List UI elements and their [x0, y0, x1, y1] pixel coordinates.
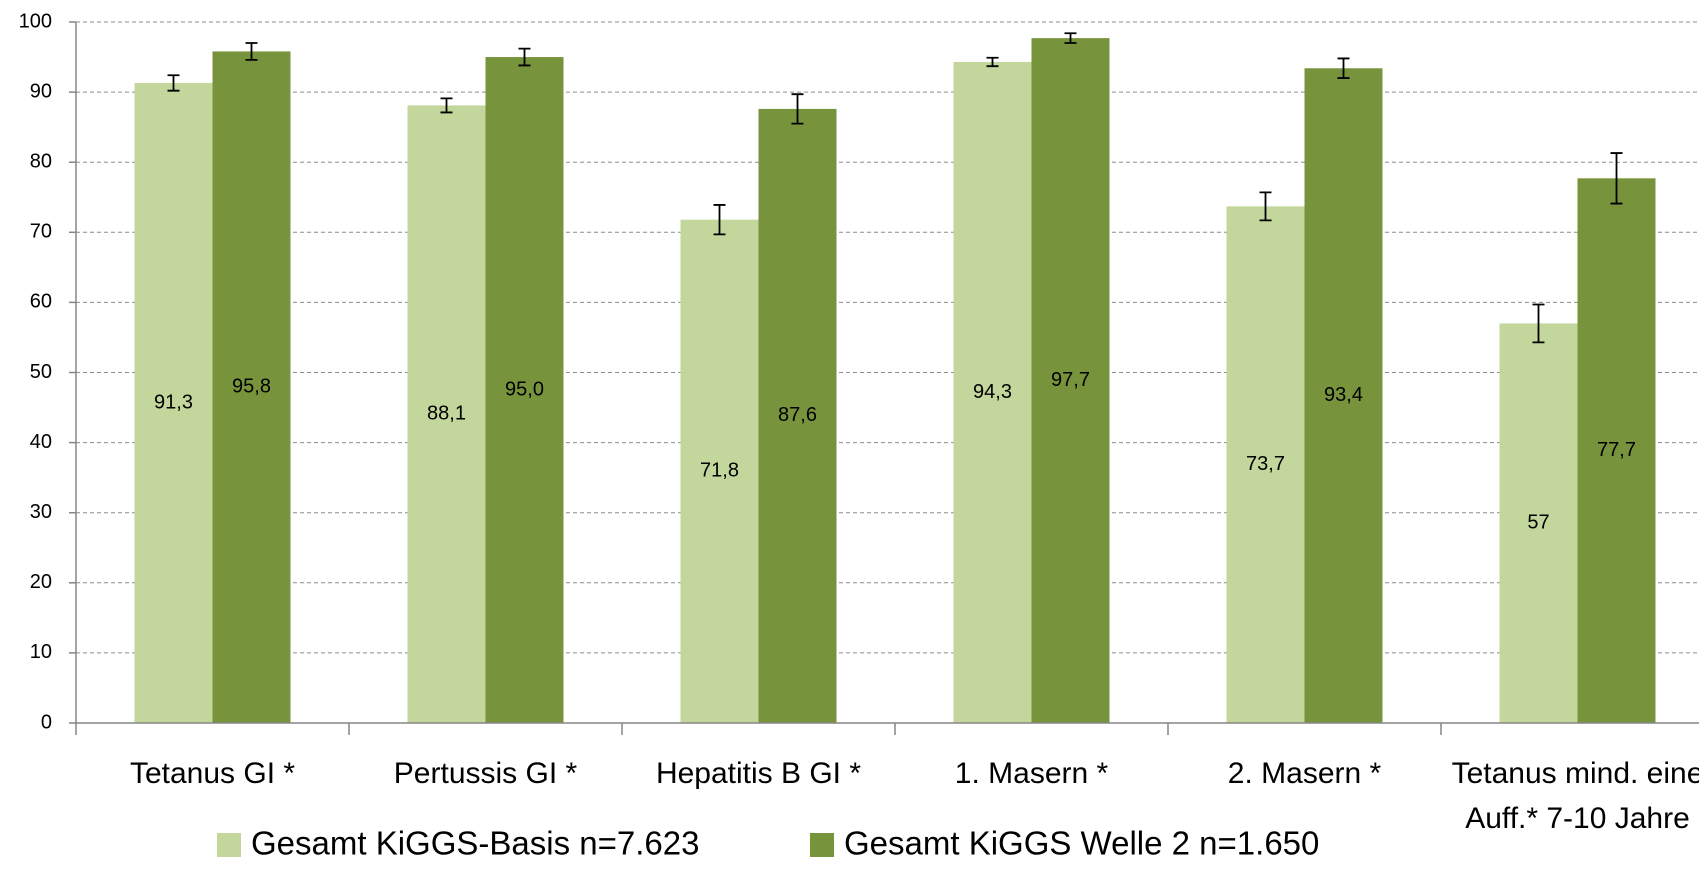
value-label: 95,8: [232, 376, 271, 398]
error-bar: [713, 204, 726, 236]
error-bar: [440, 97, 453, 114]
x-tick-label: Hepatitis B GI *: [655, 757, 862, 790]
bar: [758, 108, 837, 723]
error-bar: [167, 74, 180, 92]
legend-swatch: [810, 833, 834, 857]
bar: [1226, 206, 1305, 723]
bar: [134, 82, 213, 723]
error-bar: [1532, 303, 1545, 344]
bar: [680, 219, 759, 723]
error-bar: [245, 42, 258, 61]
y-tick-label: 40: [30, 431, 52, 453]
error-bar: [791, 93, 804, 125]
value-label: 95,0: [505, 378, 544, 400]
y-tick-label: 90: [30, 80, 52, 102]
y-tick-label: 70: [30, 221, 52, 243]
error-bar: [986, 56, 999, 68]
y-tick-label: 20: [30, 571, 52, 593]
value-label: 73,7: [1246, 453, 1285, 475]
error-bar: [1337, 57, 1350, 79]
error-bar: [1610, 152, 1623, 205]
value-label: 77,7: [1597, 439, 1636, 461]
y-tick-label: 10: [30, 641, 52, 663]
value-label: 93,4: [1324, 384, 1363, 406]
bar: [1577, 178, 1656, 723]
y-tick-label: 30: [30, 501, 52, 523]
x-tick-label: Tetanus mind. eine Auff.* 7-10 Jahre: [1451, 757, 1699, 835]
bar: [1499, 323, 1578, 723]
legend-label: Gesamt KiGGS Welle 2 n=1.650: [844, 825, 1319, 862]
y-tick-label: 0: [41, 711, 52, 733]
x-tick-label: 1. Masern *: [954, 757, 1109, 790]
legend-swatch: [217, 833, 241, 857]
x-tick-label: 2. Masern *: [1227, 757, 1382, 790]
y-tick-label: 60: [30, 291, 52, 313]
value-label: 87,6: [778, 404, 817, 426]
value-label: 94,3: [973, 381, 1012, 403]
bar: [407, 105, 486, 723]
value-label: 97,7: [1051, 369, 1090, 391]
bar: [1304, 68, 1383, 724]
x-tick-label: Pertussis GI *: [393, 757, 578, 790]
value-label: 91,3: [154, 391, 193, 413]
error-bar: [518, 47, 531, 67]
error-bar: [1064, 32, 1077, 44]
bar: [485, 57, 564, 724]
y-tick-label: 100: [19, 10, 52, 32]
y-tick-label: 80: [30, 150, 52, 172]
bar: [1031, 38, 1110, 724]
value-label: 88,1: [427, 402, 466, 424]
value-label: 71,8: [700, 460, 739, 482]
x-tick-label: Tetanus GI *: [129, 757, 296, 790]
legend-label: Gesamt KiGGS-Basis n=7.623: [251, 825, 699, 862]
value-label: 57: [1527, 511, 1549, 533]
bar: [953, 61, 1032, 723]
bar: [212, 51, 291, 723]
error-bar: [1259, 191, 1272, 222]
y-tick-label: 50: [30, 361, 52, 383]
